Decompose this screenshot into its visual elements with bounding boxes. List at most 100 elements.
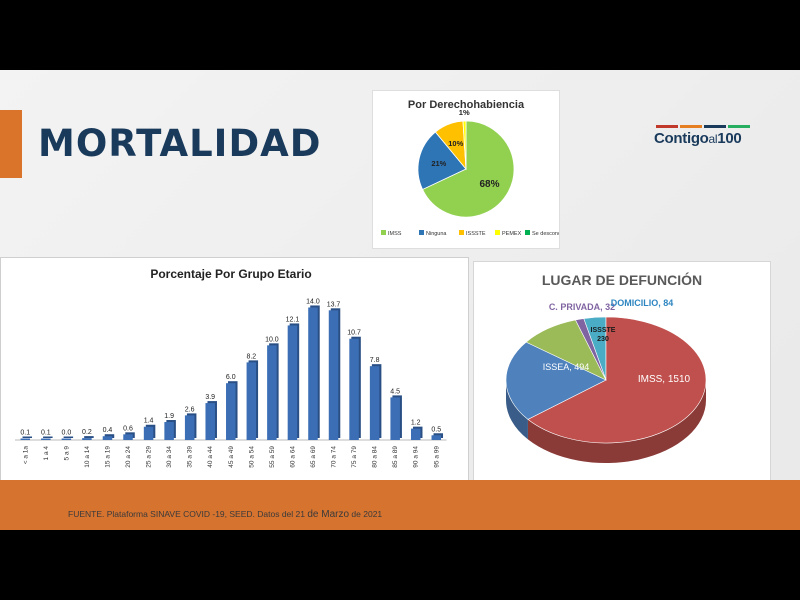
bar-60-a-64 bbox=[287, 325, 298, 440]
bar-value-label: 1.4 bbox=[144, 418, 154, 425]
x-tick-label: 1 a 4 bbox=[43, 446, 50, 461]
grupo-etario-bar-chart: Porcentaje Por Grupo Etario 0.1 < a 1a 0.1 1… bbox=[15, 267, 447, 468]
legend-swatch-se-desconoce bbox=[525, 230, 530, 235]
bar-value-label: 0.1 bbox=[20, 430, 30, 437]
pie-slice-imss bbox=[527, 316, 707, 444]
bar-80-a-84 bbox=[369, 366, 380, 440]
logo-text-part3: 100 bbox=[717, 130, 742, 147]
chart-title: Porcentaje Por Grupo Etario bbox=[150, 267, 311, 281]
x-tick-label: 85 a 89 bbox=[392, 446, 399, 468]
chart-title: LUGAR DE DEFUNCIÓN bbox=[542, 271, 702, 288]
x-tick-label: 10 a 14 bbox=[84, 446, 91, 468]
pie-slice-c-privada bbox=[575, 318, 607, 381]
bar-value-label: 12.1 bbox=[286, 316, 300, 323]
legend-label-issste: ISSSTE bbox=[466, 231, 486, 237]
chart-title: Por Derechohabiencia bbox=[408, 99, 525, 111]
legend-label-pemex: PEMEX bbox=[502, 231, 522, 237]
x-tick-label: 20 a 24 bbox=[125, 446, 132, 468]
x-tick-label: 35 a 39 bbox=[187, 446, 194, 468]
legend-label-ninguna: Ninguna bbox=[426, 231, 447, 237]
source-note: FUENTE. Plataforma SINAVE COVID -19, SEE… bbox=[68, 509, 382, 520]
logo-text-part1: Contigo bbox=[654, 130, 709, 147]
x-tick-label: 30 a 34 bbox=[166, 446, 173, 468]
logo-color-bars bbox=[656, 125, 754, 128]
logo-text-part2: al bbox=[708, 132, 718, 146]
pie-side-issea bbox=[506, 380, 528, 440]
slice-label-pemex: 1% bbox=[459, 108, 470, 117]
x-tick-label: 25 a 29 bbox=[146, 446, 153, 468]
lugar-defuncion-pie-chart: LUGAR DE DEFUNCIÓN IMSS, 1510 ISSEA, 494 IS… bbox=[505, 271, 707, 463]
bar-value-label: 4.5 bbox=[390, 388, 400, 395]
bar-55-a-59 bbox=[267, 345, 277, 440]
slice-label-ninguna: 21% bbox=[431, 159, 446, 168]
title-accent-bar bbox=[0, 110, 22, 178]
legend-label-imss: IMSS bbox=[388, 231, 402, 237]
slice-label-issea: ISSEA, 494 bbox=[543, 362, 590, 372]
legend-label-se-desconoce: Se desconoce bbox=[532, 231, 559, 237]
bar-5-a-9 bbox=[61, 438, 72, 440]
bar-value-label: 7.8 bbox=[370, 357, 380, 364]
x-tick-label: 15 a 19 bbox=[104, 446, 111, 468]
bar-value-label: 0.6 bbox=[123, 425, 133, 432]
logo-text: Contigoal100 bbox=[654, 130, 754, 147]
bar-shadow bbox=[22, 436, 33, 438]
bar-35-a-39 bbox=[184, 415, 195, 440]
logo-bar bbox=[656, 125, 678, 128]
logo-bar bbox=[704, 125, 726, 128]
slice-label-issste: ISSSTE 230 bbox=[591, 327, 616, 343]
footer-bar: FUENTE. Plataforma SINAVE COVID -19, SEE… bbox=[0, 480, 800, 530]
x-tick-label: 60 a 64 bbox=[289, 446, 296, 468]
bar-value-label: 10.7 bbox=[347, 330, 361, 337]
contigo-al-100-logo: Contigoal100 bbox=[654, 125, 754, 155]
bar-value-label: 6.0 bbox=[226, 374, 236, 381]
logo-bar bbox=[728, 125, 750, 128]
pie-slice-ninguna bbox=[417, 131, 467, 190]
bar-value-label: 0.2 bbox=[82, 429, 92, 436]
bar-value-label: 14.0 bbox=[306, 298, 320, 305]
bar-25-a-29 bbox=[143, 426, 154, 440]
bar-95-a-99 bbox=[431, 435, 442, 440]
legend-swatch-pemex bbox=[495, 230, 500, 235]
bar-10-a-14 bbox=[82, 438, 92, 440]
pie-slice-issea bbox=[505, 341, 607, 420]
x-tick-label: 50 a 54 bbox=[248, 446, 255, 468]
x-tick-label: 5 a 9 bbox=[63, 446, 70, 461]
bar-value-label: 0.5 bbox=[431, 426, 441, 433]
bar-value-label: 1.9 bbox=[164, 413, 174, 420]
derechohabiencia-chart-panel: Por Derechohabiencia 68% 21% 10% 1% IMSS Ningu… bbox=[372, 90, 560, 249]
bar-75-a-79 bbox=[349, 338, 359, 440]
x-tick-label: < a 1a bbox=[22, 446, 29, 465]
legend-swatch-issste bbox=[459, 230, 464, 235]
bar-15-a-19 bbox=[102, 436, 113, 440]
legend-swatch-imss bbox=[381, 230, 386, 235]
bar-90-a-94 bbox=[410, 428, 421, 440]
bar-30-a-34 bbox=[164, 422, 174, 440]
x-tick-label: 90 a 94 bbox=[413, 446, 420, 468]
bar-shadow bbox=[84, 436, 94, 438]
bar-value-label: 13.7 bbox=[327, 301, 341, 308]
slice-label-line: ISSSTE bbox=[591, 327, 616, 334]
bar-70-a-74 bbox=[328, 310, 339, 440]
source-part2: de Marzo bbox=[307, 509, 350, 520]
bar-40-a-44 bbox=[205, 403, 215, 440]
bar-45-a-49 bbox=[226, 383, 236, 440]
x-tick-label: 75 a 79 bbox=[351, 446, 358, 468]
bar-value-label: 0.1 bbox=[41, 430, 51, 437]
bar-shadow bbox=[43, 436, 53, 438]
bar-1-a-4 bbox=[41, 438, 51, 440]
source-part1: FUENTE. Plataforma SINAVE COVID -19, SEE… bbox=[68, 509, 305, 519]
bar-50-a-54 bbox=[246, 362, 257, 440]
x-tick-label: 65 a 69 bbox=[310, 446, 317, 468]
bar-value-label: 1.2 bbox=[411, 420, 421, 427]
slice-label-imss: 68% bbox=[479, 179, 499, 190]
bar-85-a-89 bbox=[390, 397, 400, 440]
slice-label-imss: IMSS, 1510 bbox=[638, 374, 691, 385]
bar-20-a-24 bbox=[123, 434, 133, 440]
bar-value-label: 10.0 bbox=[265, 336, 279, 343]
page-title: MORTALIDAD bbox=[38, 122, 322, 165]
x-tick-label: 95 a 99 bbox=[433, 446, 440, 468]
slice-label-domicilio: DOMICILIO, 84 bbox=[611, 298, 674, 308]
bar-65-a-69 bbox=[308, 307, 318, 440]
slice-label-c-privada: C. PRIVADA, 32 bbox=[549, 302, 615, 312]
bar-shadow bbox=[63, 436, 74, 438]
